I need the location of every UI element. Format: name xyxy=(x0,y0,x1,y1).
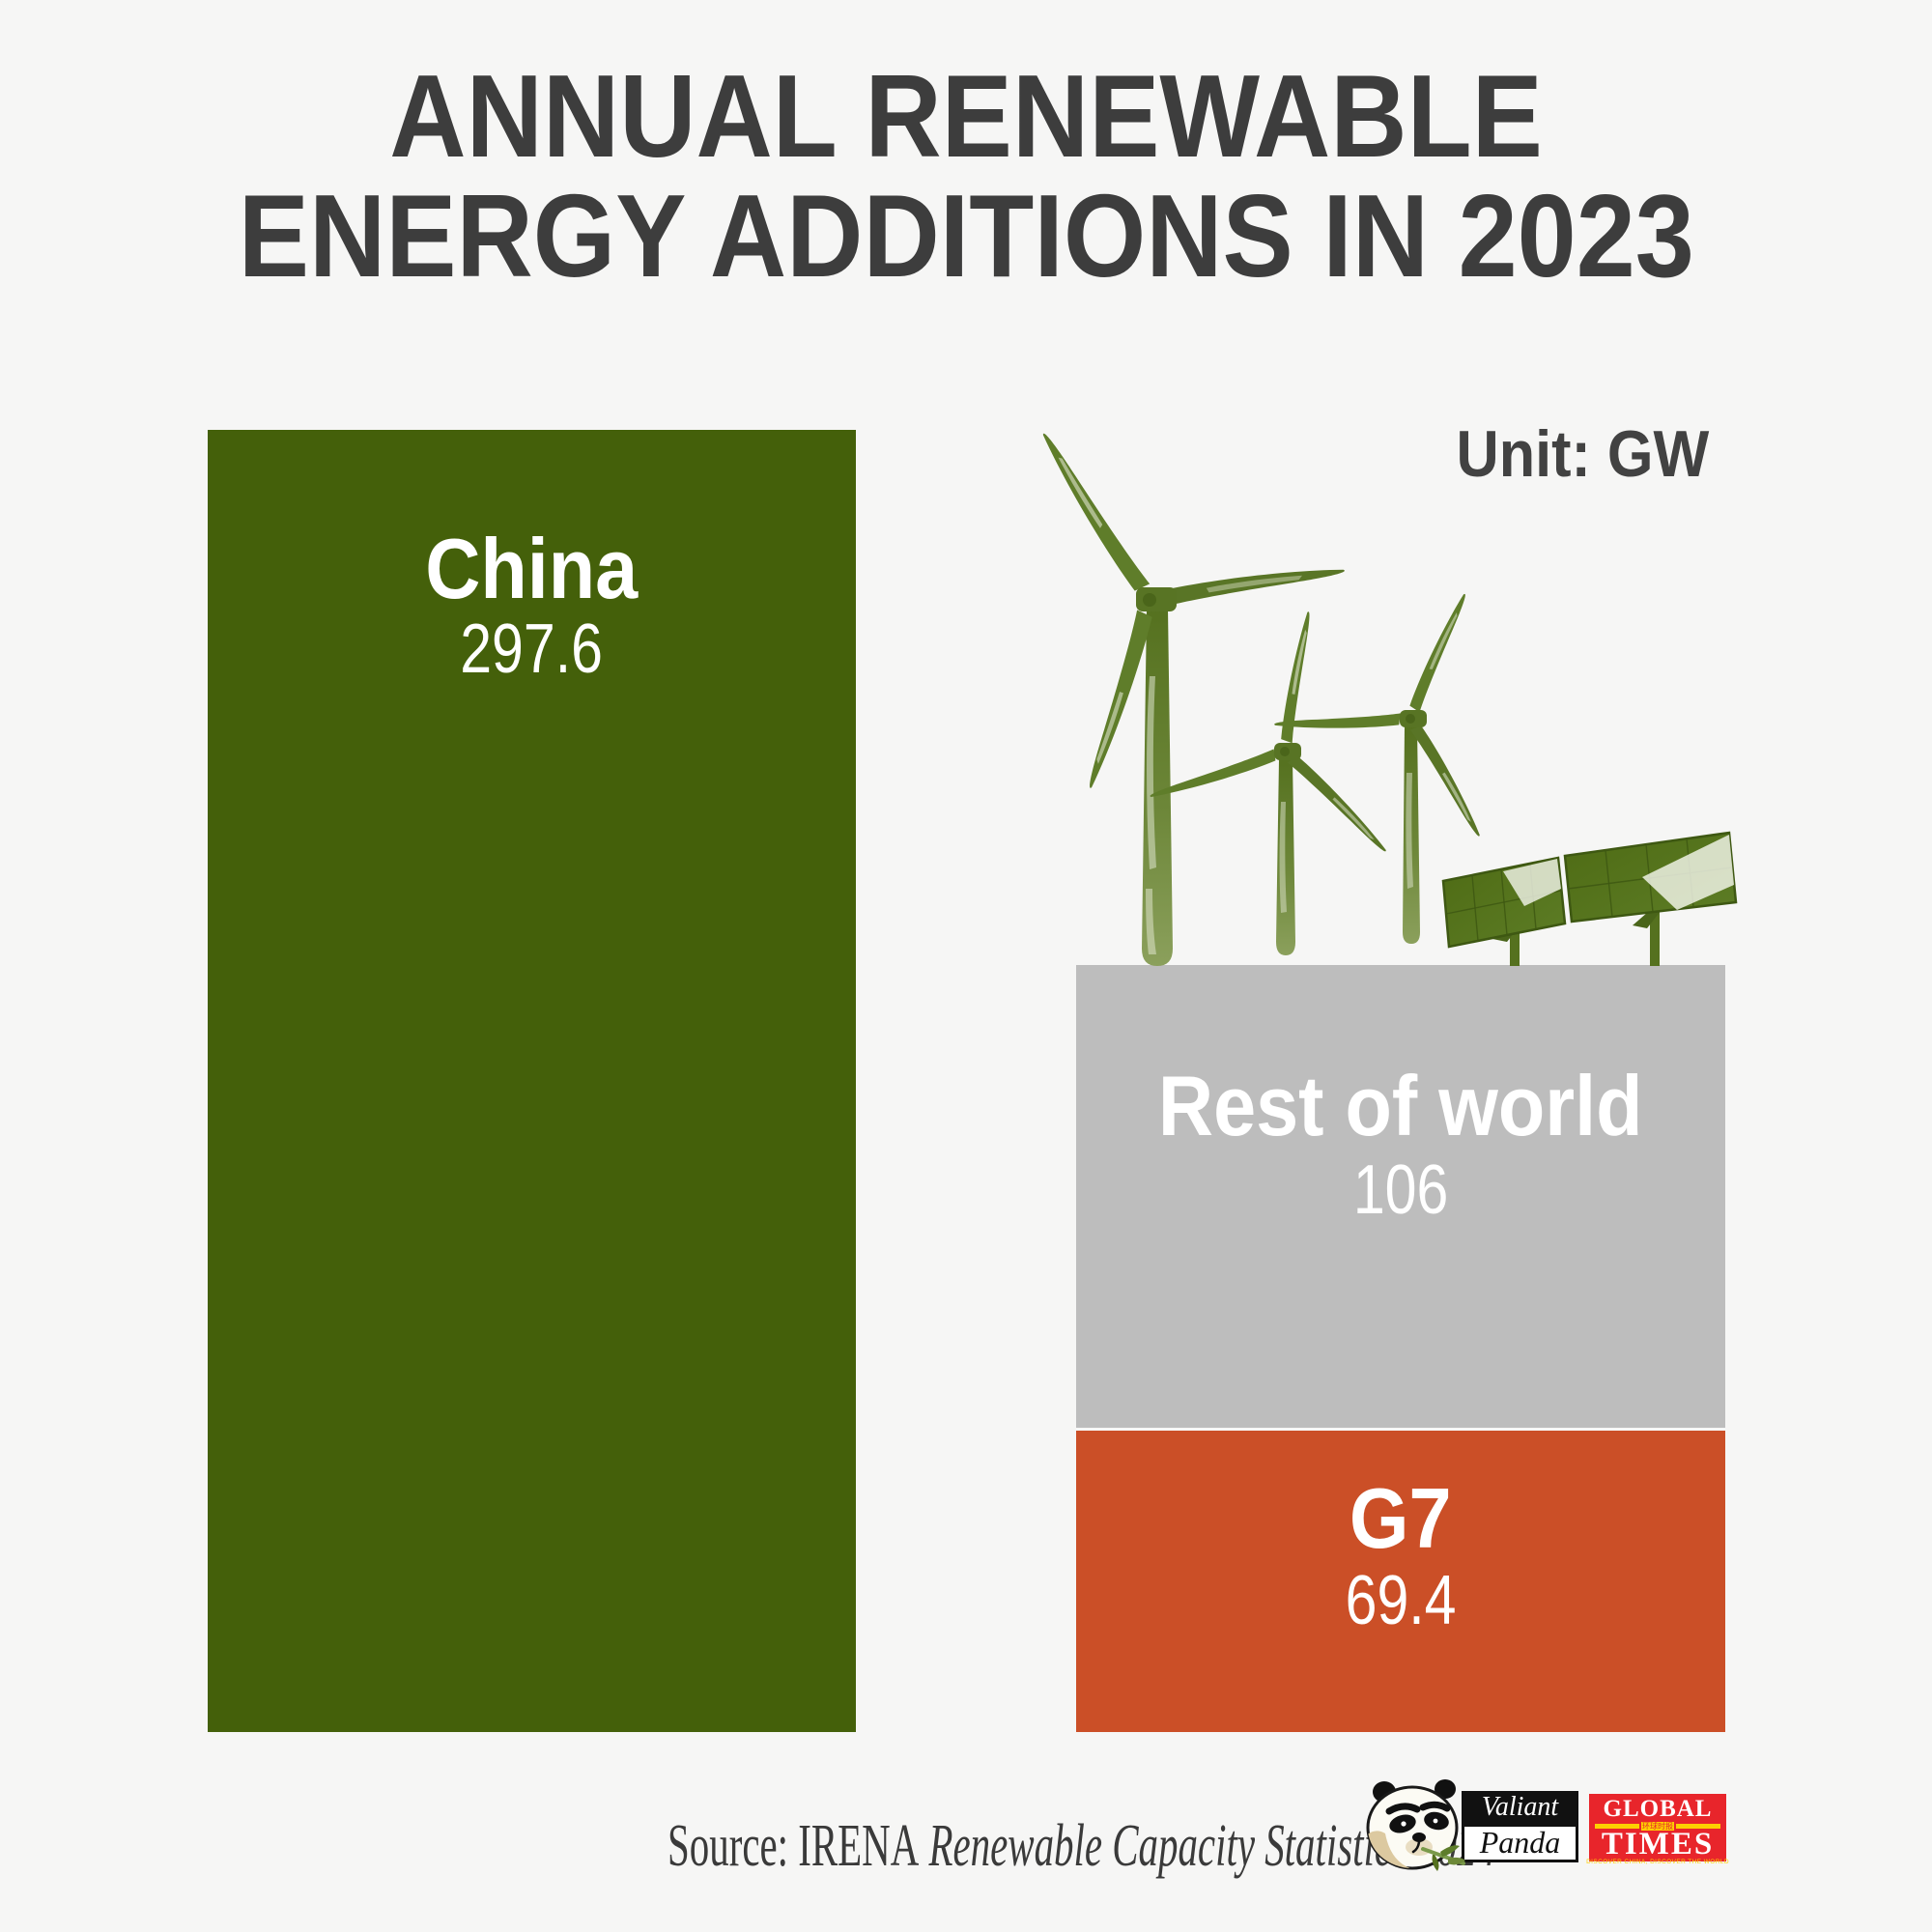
valiant-panda-word-1: Valiant xyxy=(1462,1791,1578,1824)
bar-rest-of-world-label: Rest of world xyxy=(1158,1058,1643,1153)
bar-china-label: China xyxy=(425,521,639,616)
global-times-word-2: TIMES xyxy=(1601,1827,1715,1861)
bar-china-value: 297.6 xyxy=(460,611,604,688)
global-times-word-1: GLOBAL xyxy=(1603,1796,1713,1822)
title-line-2: ENERGY ADDITIONS IN 2023 xyxy=(238,170,1694,301)
title-line-1: ANNUAL RENEWABLE xyxy=(389,50,1543,182)
source-credit: Source: IRENA Renewable Capacity Statisti… xyxy=(454,1812,1496,1880)
solar-panel-icon xyxy=(1441,831,1738,966)
bar-rest-of-world: Rest of world 106 xyxy=(1076,965,1725,1428)
global-times-logo: GLOBAL 环球时报 TIMES DISCOVER CHINA, DISCOV… xyxy=(1586,1794,1729,1865)
bar-g7-label: G7 xyxy=(1350,1470,1452,1566)
renewables-illustration xyxy=(1042,433,1738,966)
global-times-tagline: DISCOVER CHINA, DISCOVER THE WORLD xyxy=(1586,1859,1729,1865)
bar-rest-of-world-value: 106 xyxy=(1352,1151,1449,1229)
global-times-chinese-label: 环球时报 xyxy=(1641,1822,1674,1831)
valiant-panda-logo: Valiant Panda xyxy=(1462,1791,1578,1862)
wind-turbine-icon-middle xyxy=(1150,611,1386,955)
global-times-divider-bar xyxy=(1595,1824,1639,1829)
wind-turbine-icon-large xyxy=(1042,433,1345,966)
unit-label: Unit: GW xyxy=(1456,417,1710,491)
source-prefix: Source: IRENA xyxy=(668,1813,920,1879)
wind-turbine-icon-right xyxy=(1274,593,1480,944)
global-times-divider-bar xyxy=(1676,1824,1720,1829)
global-times-divider: 环球时报 xyxy=(1595,1822,1720,1831)
valiant-panda-icon xyxy=(1366,1779,1465,1871)
valiant-panda-word-2: Panda xyxy=(1462,1824,1578,1862)
bar-g7: G7 69.4 xyxy=(1076,1428,1725,1732)
bar-g7-value: 69.4 xyxy=(1345,1562,1457,1639)
page-title: ANNUAL RENEWABLE ENERGY ADDITIONS IN 2023 xyxy=(0,56,1932,296)
bar-china: China 297.6 xyxy=(208,430,856,1732)
